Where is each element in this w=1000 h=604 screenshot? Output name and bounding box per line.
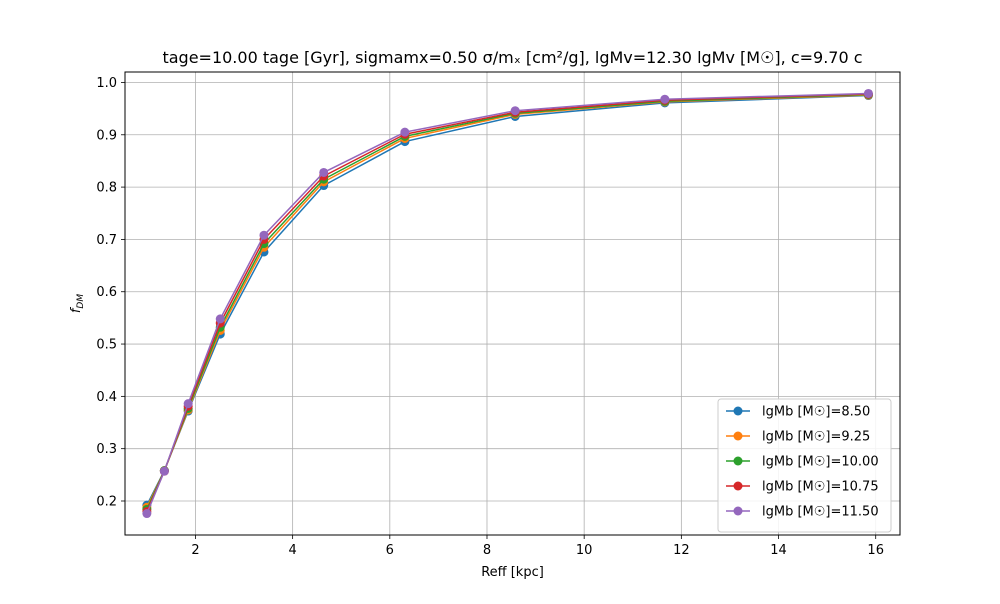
legend-item: lgMb [M☉]=10.00 bbox=[726, 455, 879, 470]
legend: lgMb [M☉]=8.50 lgMb [M☉]=9.25 lgMb [M☉]=10… bbox=[717, 398, 892, 533]
y-axis-label-subscript: DM bbox=[76, 294, 86, 309]
x-tick-label: 12 bbox=[673, 543, 690, 558]
x-axis-label: Reff [kpc] bbox=[481, 565, 544, 580]
y-axis-label-main: f bbox=[69, 306, 84, 313]
x-tick-label: 4 bbox=[288, 543, 296, 558]
legend-label: lgMb [M☉]=10.75 bbox=[762, 480, 879, 495]
y-tick-label: 0.9 bbox=[96, 128, 117, 143]
y-tick-label: 0.5 bbox=[96, 338, 117, 353]
legend-frame bbox=[717, 398, 892, 533]
legend-marker bbox=[733, 481, 743, 491]
series-lines bbox=[142, 88, 873, 519]
data-point bbox=[183, 399, 193, 409]
data-point bbox=[510, 106, 520, 116]
legend-item: lgMb [M☉]=10.75 bbox=[726, 480, 879, 495]
y-tick-label: 0.2 bbox=[96, 494, 117, 509]
legend-item: lgMb [M☉]=9.25 bbox=[726, 430, 870, 445]
y-tick-label: 1.0 bbox=[96, 76, 117, 91]
legend-marker bbox=[733, 431, 743, 441]
x-tick-label: 14 bbox=[770, 543, 787, 558]
y-tick-label: 0.3 bbox=[96, 442, 117, 457]
data-point bbox=[259, 230, 269, 240]
data-point bbox=[863, 88, 873, 98]
legend-label: lgMb [M☉]=8.50 bbox=[762, 405, 870, 420]
legend-label: lgMb [M☉]=11.50 bbox=[762, 505, 879, 520]
legend-item: lgMb [M☉]=8.50 bbox=[726, 405, 870, 420]
x-tick-label: 10 bbox=[576, 543, 593, 558]
series bbox=[142, 88, 873, 519]
x-tick-label: 16 bbox=[867, 543, 884, 558]
x-tick-label: 2 bbox=[191, 543, 199, 558]
data-point bbox=[400, 127, 410, 137]
data-point bbox=[319, 167, 329, 177]
y-tick-label: 0.7 bbox=[96, 233, 117, 248]
legend-marker bbox=[733, 456, 743, 466]
chart-title: tage=10.00 tage [Gyr], sigmamx=0.50 σ/mₓ… bbox=[162, 48, 862, 67]
y-tick-label: 0.6 bbox=[96, 285, 117, 300]
plot-frame bbox=[124, 71, 901, 536]
legend-label: lgMb [M☉]=10.00 bbox=[762, 455, 879, 470]
data-point bbox=[215, 314, 225, 324]
y-tick-label: 0.8 bbox=[96, 181, 117, 196]
legend-label: lgMb [M☉]=9.25 bbox=[762, 430, 870, 445]
axis-ticks: 2 4 6 8 10 12 14 16 0.2 0.3 0.4 0.5 0.6 0.7 0.8 0.9 1.0 bbox=[96, 76, 884, 558]
data-point bbox=[660, 94, 670, 104]
y-axis-label: fDM bbox=[69, 294, 86, 314]
legend-item: lgMb [M☉]=11.50 bbox=[726, 505, 879, 520]
data-point bbox=[142, 509, 152, 519]
legend-marker bbox=[733, 406, 743, 416]
series-line bbox=[146, 92, 869, 514]
x-tick-label: 6 bbox=[386, 543, 394, 558]
y-tick-label: 0.4 bbox=[96, 390, 117, 405]
data-point bbox=[159, 466, 169, 476]
x-tick-label: 8 bbox=[483, 543, 491, 558]
legend-marker bbox=[733, 506, 743, 516]
